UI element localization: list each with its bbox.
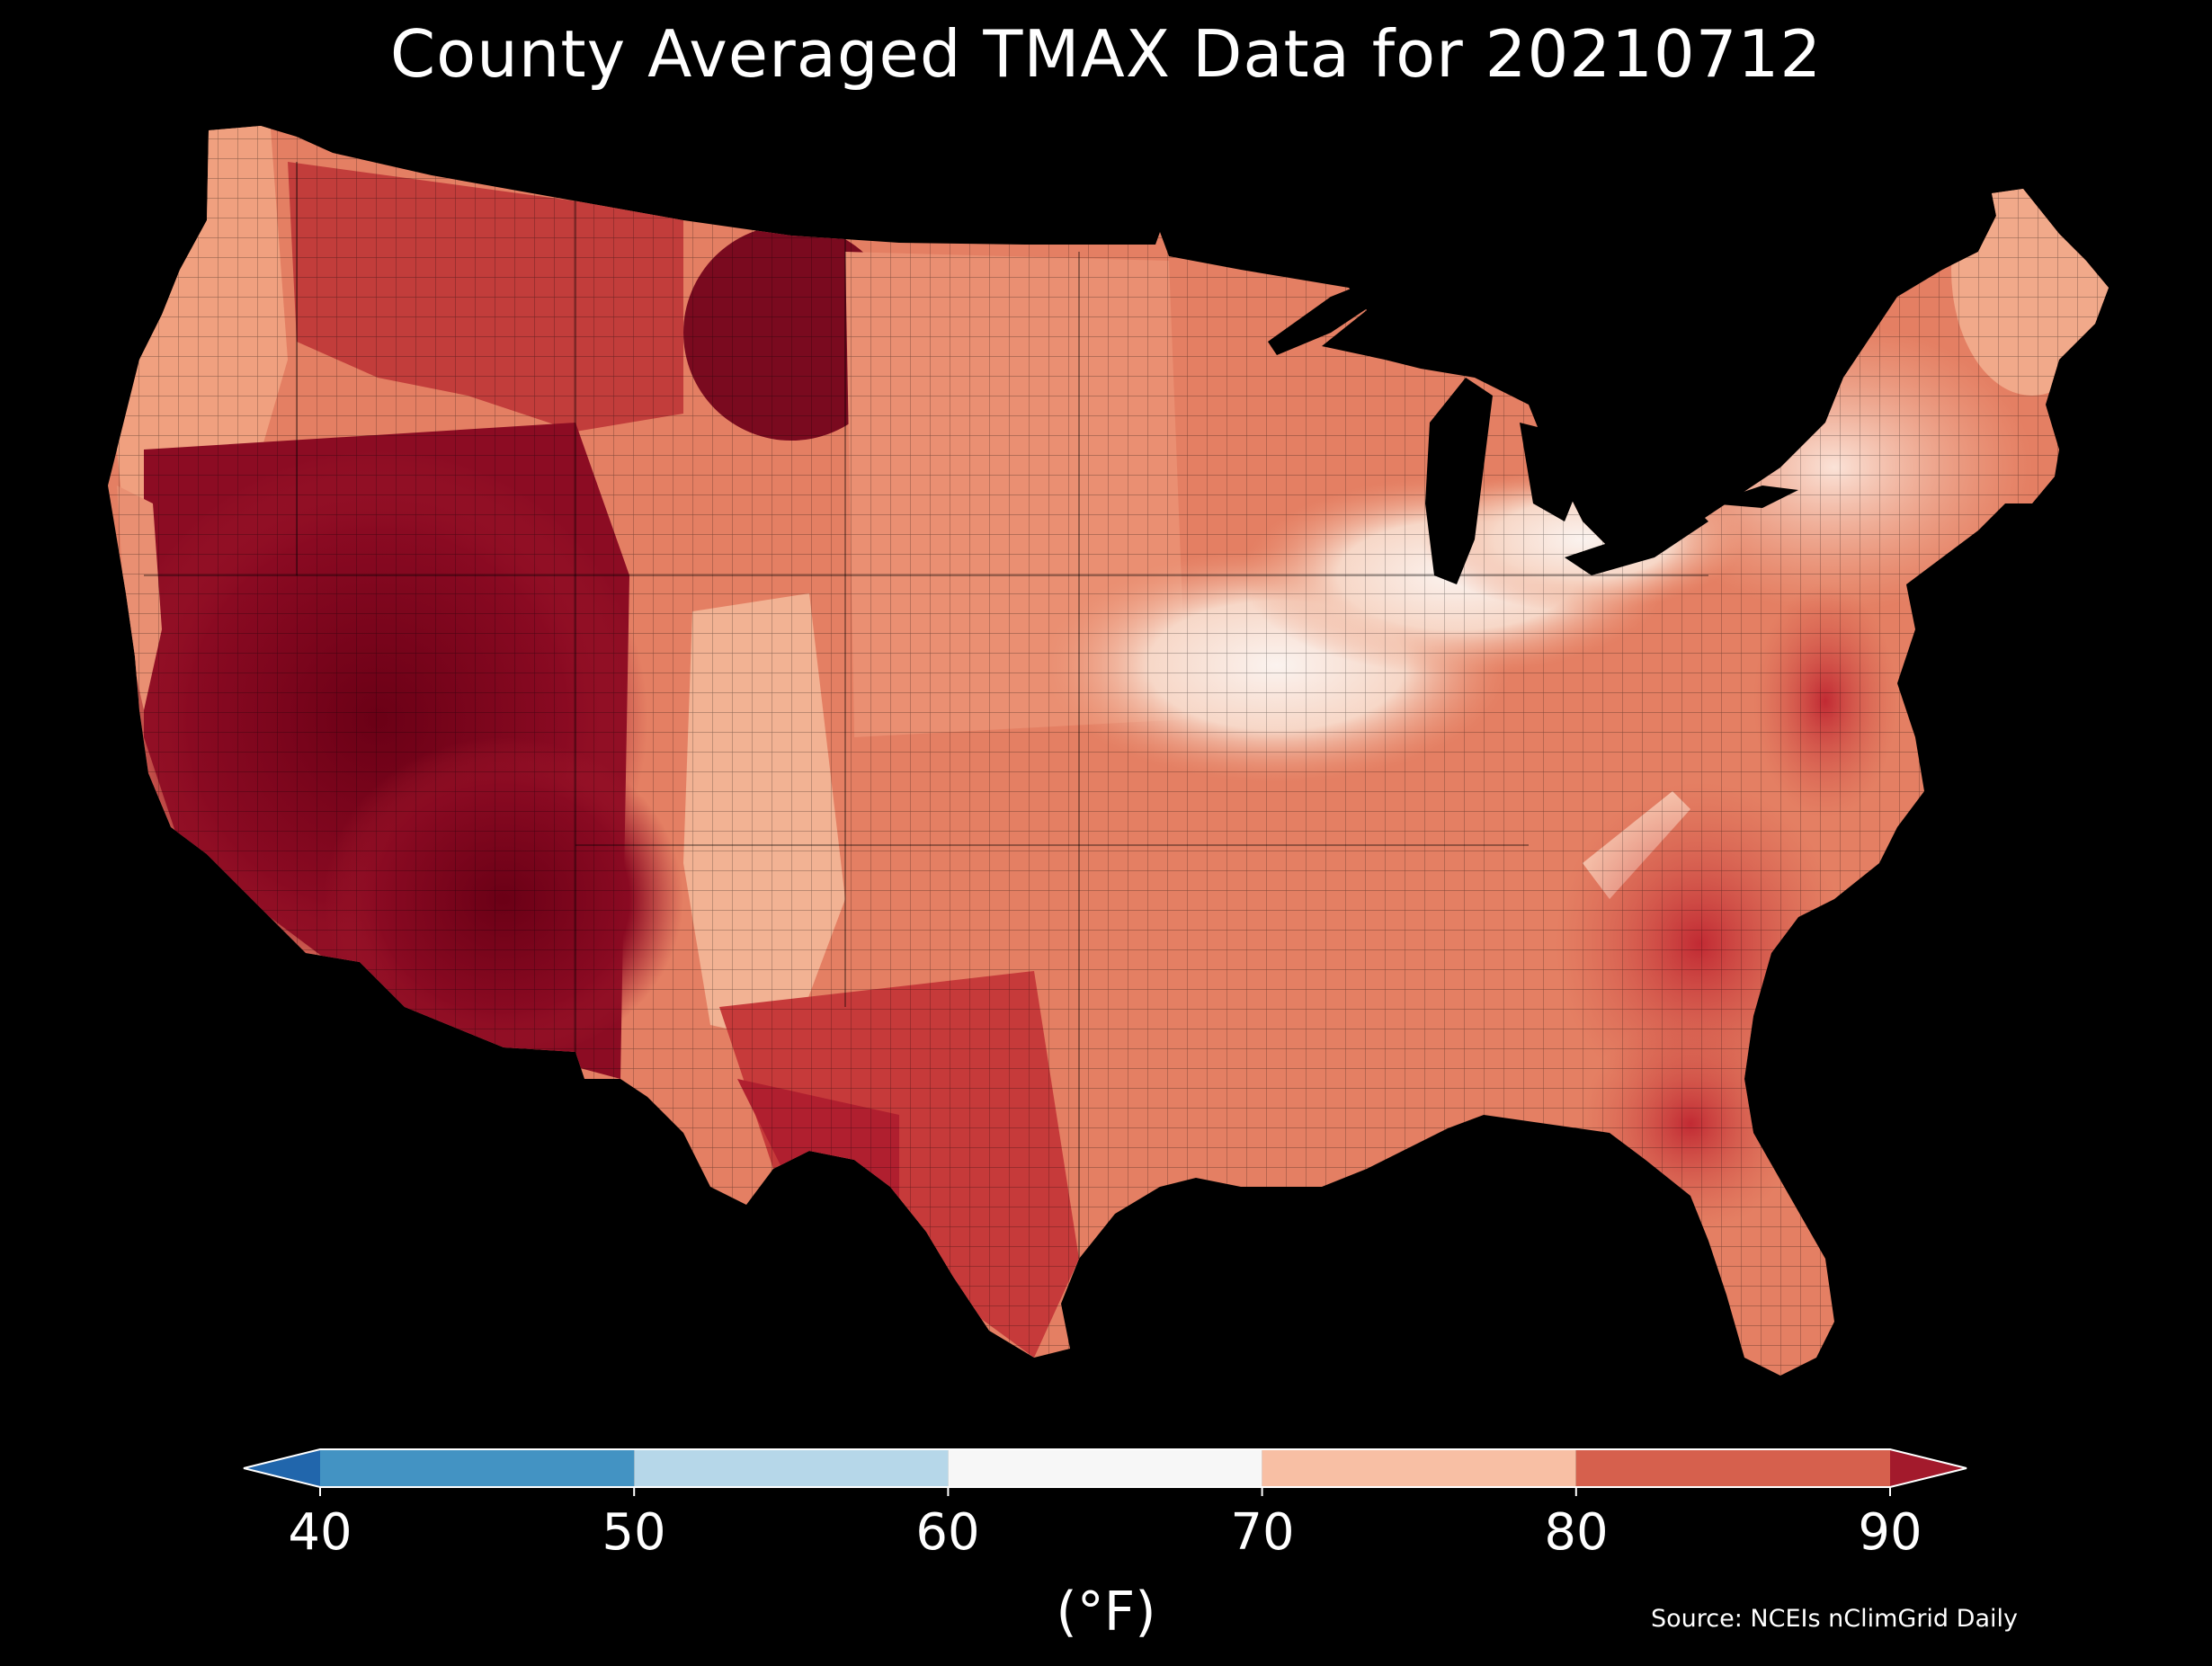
- colorbar-bin: [320, 1449, 635, 1487]
- colorbar-bin: [1262, 1449, 1576, 1487]
- colorbar-bin: [948, 1449, 1262, 1487]
- colorbar-bin: [634, 1449, 949, 1487]
- colorbar-bin: [1575, 1449, 1890, 1487]
- colorbar-tick-label: 50: [602, 1503, 666, 1562]
- colorbar-tick-label: 70: [1230, 1503, 1295, 1562]
- map-title: County Averaged TMAX Data for 20210712: [389, 16, 1823, 92]
- colorbar-tick-label: 80: [1544, 1503, 1609, 1562]
- colorbar-extend-high: [1890, 1449, 1967, 1487]
- colorbar-tick-label: 60: [915, 1503, 980, 1562]
- state-boundaries: [144, 162, 1708, 1259]
- colorbar-unit-label: (°F): [1056, 1581, 1156, 1644]
- colorbar-extend-low: [244, 1449, 320, 1487]
- great-lakes: [1268, 279, 1798, 584]
- colorbar-tick-label: 90: [1858, 1503, 1922, 1562]
- colorbar-tick-label: 40: [288, 1503, 352, 1562]
- source-credit: Source: NCEIs nClimGrid Daily: [1651, 1605, 2018, 1633]
